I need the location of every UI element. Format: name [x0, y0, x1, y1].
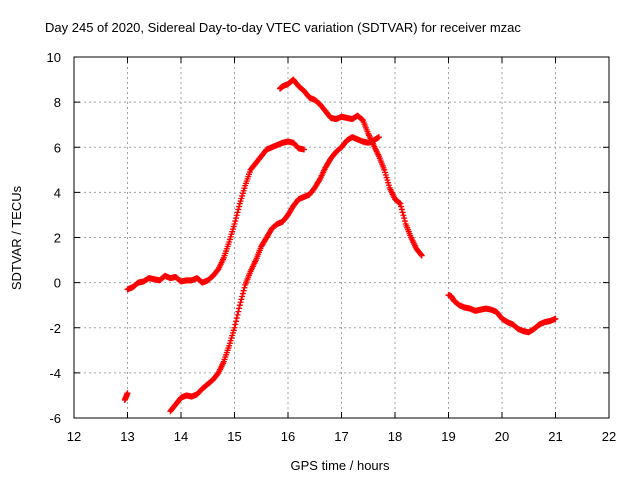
grid-lines: [74, 57, 609, 418]
data-point: [398, 203, 405, 210]
data-point: [417, 251, 424, 258]
series-arc-a: [121, 390, 131, 403]
data-point: [237, 299, 244, 306]
x-tick-label: 19: [441, 429, 455, 444]
y-tick-label: -4: [49, 366, 61, 381]
data-point: [400, 212, 407, 219]
y-tick-label: 8: [54, 95, 61, 110]
data-point: [236, 305, 243, 312]
data-point: [240, 287, 247, 294]
series-arc-e: [445, 292, 559, 336]
x-tick-label: 15: [227, 429, 241, 444]
data-point: [401, 215, 408, 222]
data-point: [241, 284, 248, 291]
data-point: [236, 302, 243, 309]
data-point: [552, 315, 559, 322]
x-tick-label: 17: [334, 429, 348, 444]
y-tick-label: -6: [49, 411, 61, 426]
chart-title: Day 245 of 2020, Sidereal Day-to-day VTE…: [45, 20, 521, 35]
y-tick-label: 6: [54, 140, 61, 155]
data-point: [124, 390, 131, 397]
data-point: [233, 315, 240, 322]
data-point: [398, 206, 405, 213]
data-point: [235, 308, 242, 315]
x-tick-label: 20: [495, 429, 509, 444]
data-point: [232, 218, 239, 225]
data-point: [234, 311, 241, 318]
x-axis-label: GPS time / hours: [291, 458, 390, 473]
series-arc-c: [167, 134, 382, 415]
data-point: [233, 215, 240, 222]
data-point: [232, 321, 239, 328]
data-point: [235, 206, 242, 213]
series-arc-d: [276, 76, 425, 259]
y-ticks: -6 -4 -2 0 2 4 6 8 10: [47, 50, 609, 426]
data-point: [375, 134, 382, 141]
data-point: [238, 296, 245, 303]
series-arc-b: [124, 138, 308, 293]
data-point: [239, 290, 246, 297]
data-point: [401, 218, 408, 225]
y-tick-label: 2: [54, 231, 61, 246]
x-tick-label: 22: [602, 429, 616, 444]
data-point: [399, 209, 406, 216]
y-tick-label: 4: [54, 185, 61, 200]
y-axis-label: SDTVAR / TECUs: [9, 185, 24, 290]
y-tick-label: 10: [47, 50, 61, 65]
x-tick-label: 18: [388, 429, 402, 444]
data-point: [239, 293, 246, 300]
x-tick-label: 21: [548, 429, 562, 444]
y-tick-label: 0: [54, 276, 61, 291]
data-point: [397, 200, 404, 207]
x-tick-label: 16: [281, 429, 295, 444]
data-point: [233, 318, 240, 325]
y-tick-label: -2: [49, 321, 61, 336]
x-ticks: 12 13 14 15 16 17 18 19 20 21 22: [67, 57, 616, 444]
x-tick-label: 13: [120, 429, 134, 444]
data-point: [418, 252, 425, 259]
data-point: [233, 212, 240, 219]
data-point: [231, 220, 238, 227]
data-point: [301, 146, 308, 153]
data-point: [236, 203, 243, 210]
x-tick-label: 14: [174, 429, 188, 444]
x-tick-label: 12: [67, 429, 81, 444]
data-point: [234, 209, 241, 216]
data-points: [121, 76, 559, 415]
data-point: [231, 324, 238, 331]
